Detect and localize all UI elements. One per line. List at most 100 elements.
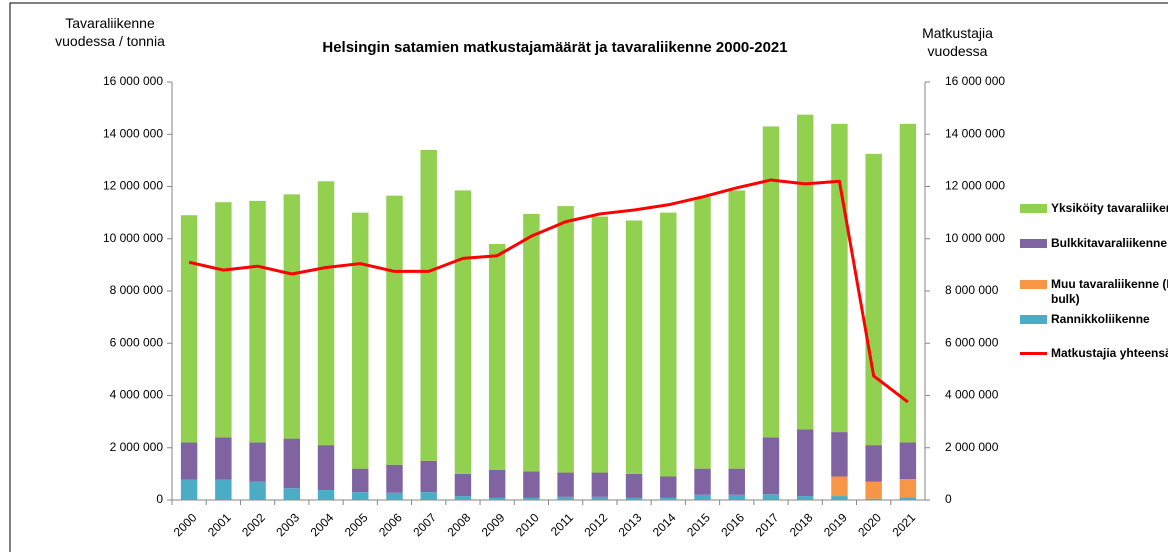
bar-segment [831,476,848,497]
y2-tick-label: 14 000 000 [945,126,1005,140]
bar-segment [488,497,506,500]
bar-segment [660,476,677,498]
bar-segment [249,481,266,500]
chart-border [9,2,1168,552]
y-tick-label: 14 000 000 [103,126,163,140]
y-tick-label: 8 000 000 [110,283,164,297]
bar-segment [762,126,780,438]
x-tick-label: 2004 [308,510,337,539]
x-tick-label: 2019 [821,510,850,539]
x-tick-label: 2006 [376,510,405,539]
bar-segment [557,206,574,473]
x-tick-label: 2000 [171,510,200,539]
bar-segment [420,460,437,493]
y-tick-label: 12 000 000 [103,179,163,193]
bar-segment [660,497,677,500]
y-tick-label: 4 000 000 [110,388,164,402]
bar-segment [352,468,369,493]
y2-tick-label: 0 [945,492,952,506]
bar-segment [694,196,711,469]
x-tick-label: 2005 [342,510,371,539]
y2-tick-label: 6 000 000 [945,335,999,349]
bar-segment [694,494,711,500]
bar-segment [283,488,301,500]
x-tick-label: 2017 [753,510,782,539]
x-tick-label: 2009 [479,510,508,539]
legend-swatch [1020,280,1047,289]
x-tick-label: 2007 [410,510,439,539]
bar-segment [488,243,506,470]
bar-segment [831,496,848,500]
y2-tick-label: 10 000 000 [945,231,1005,245]
legend-label: Rannikkoliikenne [1051,312,1150,326]
y2-tick-label: 12 000 000 [945,179,1005,193]
bar-segment [317,445,335,491]
bar-segment [283,194,301,439]
x-tick-label: 2012 [581,510,610,539]
bar-segment [796,496,814,500]
y2-tick-label: 8 000 000 [945,283,999,297]
legend-label: Matkustajia yhteensä [1051,346,1168,360]
bar-segment [762,494,780,500]
bar-segment [557,496,574,500]
x-tick-label: 2011 [548,510,576,538]
bar-segment [899,442,917,480]
bar-segment [557,472,574,497]
bar-segment [660,212,677,477]
legend-item: Bulkkitavaraliikenne [1020,236,1168,251]
bar-segment [591,496,609,500]
bar-segment [899,497,917,500]
bar-segment [249,200,266,443]
y-axis-title: Tavaraliikenne vuodessa / tonnia [55,15,165,49]
bar-segment [625,473,643,498]
bar-segment [865,498,882,500]
bar-segment [796,114,814,430]
bar-segment [180,442,198,480]
bar-segment [386,195,403,465]
legend-swatch [1020,204,1047,213]
bar-segment [865,445,882,482]
y-tick-label: 6 000 000 [110,335,164,349]
bar-segment [762,437,780,495]
x-tick-label: 2014 [650,510,679,539]
x-tick-label: 2015 [684,510,713,539]
bar-segment [454,190,472,474]
legend-item: Yksiköity tavaraliikenne [1020,201,1168,216]
bar-segment [249,442,266,482]
x-tick-label: 2003 [273,510,302,539]
bar-segment [728,190,745,469]
line [188,178,909,404]
bar-segment [215,437,232,480]
bar-segment [420,492,437,500]
x-tick-label: 2010 [513,510,542,539]
legend-item: Muu tavaraliikenne (Break bulk) [1020,277,1168,307]
bar-segment [899,123,917,443]
y2-axis-title: Matkustajia vuodessa [922,25,993,59]
bar-segment [386,492,403,500]
legend-item: Matkustajia yhteensä [1020,346,1168,361]
y2-tick-label: 4 000 000 [945,388,999,402]
legend-item: Rannikkoliikenne [1020,312,1168,327]
bar-segment [180,215,198,443]
legend-swatch [1020,315,1047,324]
y-tick-label: 10 000 000 [103,231,163,245]
y2-tick-label: 16 000 000 [945,74,1005,88]
bar-segment [694,468,711,495]
bar-segment [523,213,540,472]
bar-segment [215,202,232,438]
legend-label: Yksiköity tavaraliikenne [1051,201,1168,215]
legend-swatch [1020,239,1047,248]
bar-segment [831,432,848,477]
bar-segment [420,149,437,461]
bar-segment [488,469,506,498]
bar-segment [625,220,643,474]
bar-segment [728,494,745,500]
y-tick-label: 16 000 000 [103,74,163,88]
x-tick-label: 2002 [239,510,268,539]
bar-segment [796,429,814,497]
bar-segment [352,492,369,500]
bar-segment [317,181,335,446]
x-tick-label: 2016 [718,510,747,539]
legend-label: Bulkkitavaraliikenne [1051,236,1168,250]
bar-segment [454,473,472,497]
